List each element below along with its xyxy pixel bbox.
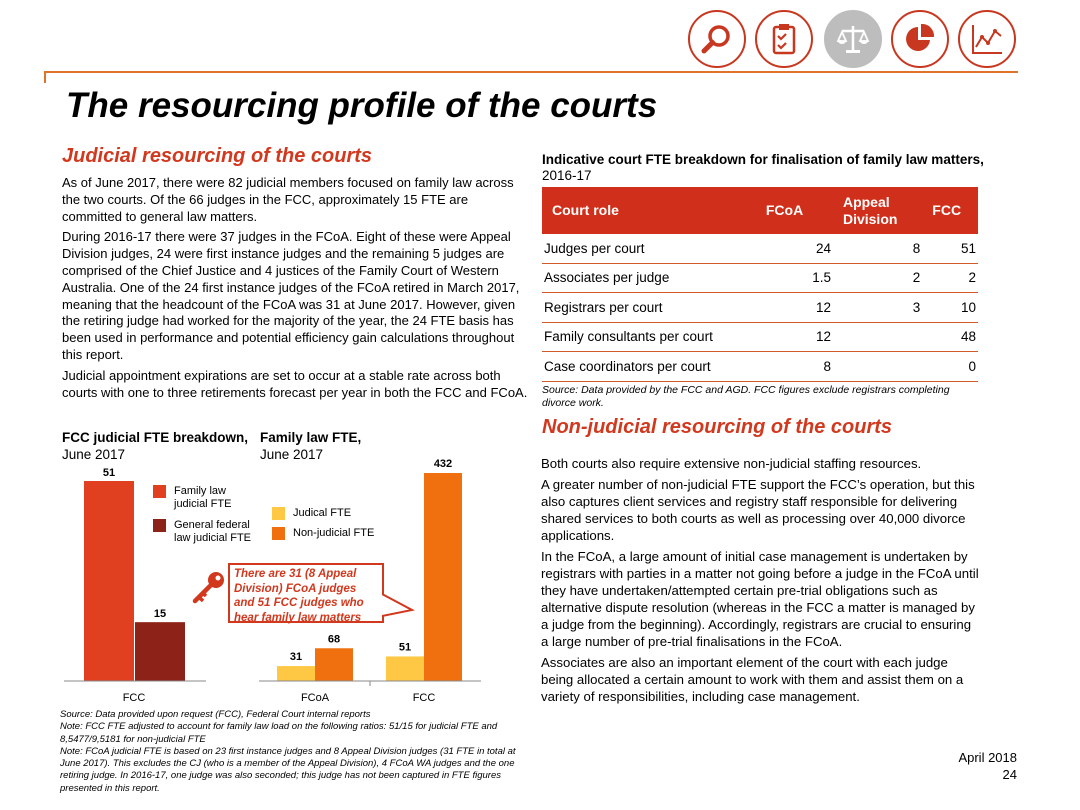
table-cell: 1.5 xyxy=(755,263,833,293)
bar xyxy=(84,481,134,681)
page-title: The resourcing profile of the courts xyxy=(66,86,658,125)
table-cell: Registrars per court xyxy=(542,292,756,323)
chart-note: Note: FCC FTE adjusted to account for fa… xyxy=(60,721,498,745)
legend-label: Non-judicial FTE xyxy=(293,527,375,539)
legend-item: Judical FTE xyxy=(272,507,351,520)
legend-item: General federal law judicial FTE xyxy=(153,519,263,545)
data-label: 51 xyxy=(103,467,115,479)
legend-swatch xyxy=(153,519,166,532)
data-label: 432 xyxy=(434,458,452,470)
data-label: 51 xyxy=(399,641,411,653)
table-cell: 8 xyxy=(832,234,923,264)
page-number: 24 xyxy=(1002,767,1017,782)
table-cell: 24 xyxy=(755,234,833,264)
table-cell: 0 xyxy=(922,351,978,382)
chart-note: Source: Data provided upon request (FCC)… xyxy=(60,709,371,720)
chart1-title-period: June 2017 xyxy=(62,447,126,462)
table-cell: 2 xyxy=(922,263,978,293)
table-cell: 8 xyxy=(755,351,833,382)
bar xyxy=(277,666,315,681)
judicial-heading: Judicial resourcing of the courts xyxy=(62,145,373,167)
search-icon xyxy=(688,10,746,68)
bar xyxy=(315,648,353,681)
nonjudicial-paragraph: Both courts also require extensive non-j… xyxy=(541,456,922,471)
table-cell: 48 xyxy=(922,322,978,352)
data-label: 15 xyxy=(154,608,166,620)
legend-label: General federal law judicial FTE xyxy=(174,519,252,544)
legend-item: Non-judicial FTE xyxy=(272,527,374,540)
callout-pointer xyxy=(382,593,415,617)
table-caption-period: 2016-17 xyxy=(542,168,592,183)
column-header: FCoA xyxy=(755,187,833,234)
data-label: 31 xyxy=(290,651,302,663)
table-cell: Family consultants per court xyxy=(542,322,756,352)
nonjudicial-paragraph: In the FCoA, a large amount of initial c… xyxy=(541,549,979,649)
tick-label: FCC xyxy=(413,692,436,704)
legend-swatch xyxy=(272,507,285,520)
data-label: 68 xyxy=(328,633,340,645)
table-row: Associates per judge 1.5 2 2 xyxy=(542,263,978,293)
judicial-body: As of June 2017, there were 82 judicial … xyxy=(62,175,528,405)
header-rule xyxy=(44,71,1018,73)
table-cell: Associates per judge xyxy=(542,263,756,293)
callout-box: There are 31 (8 Appeal Division) FCoA ju… xyxy=(228,563,384,624)
chart2-title: Family law FTE, June 2017 xyxy=(260,429,400,463)
clipboard-checklist-icon xyxy=(755,10,813,68)
header-icon-row xyxy=(688,10,1018,72)
key-icon xyxy=(192,572,224,604)
table-cell xyxy=(832,351,923,382)
table-cell: 51 xyxy=(922,234,978,264)
table-caption-bold: Indicative court FTE breakdown for final… xyxy=(542,152,984,167)
bar xyxy=(386,656,424,681)
charts-canvas: 51 15 FCC 31 68 FCoA 51 432 FCC xyxy=(64,458,481,704)
table-cell: Judges per court xyxy=(542,234,756,264)
chart-note: Note: FCoA judicial FTE is based on 23 f… xyxy=(60,745,516,794)
header-rule-tick xyxy=(44,71,46,83)
legend-label: Judical FTE xyxy=(293,507,352,519)
legend-item: Family law judicial FTE xyxy=(153,485,253,511)
legend-label: Family law judicial FTE xyxy=(174,485,232,510)
nonjudicial-paragraph: A greater number of non-judicial FTE sup… xyxy=(541,477,975,543)
scales-of-justice-icon xyxy=(824,10,882,68)
table-row: Judges per court 24 8 51 xyxy=(542,234,978,264)
legend-swatch xyxy=(272,527,285,540)
table-source: Source: Data provided by the FCC and AGD… xyxy=(542,384,950,409)
table-row: Case coordinators per court 8 0 xyxy=(542,351,978,382)
chart2-title-period: June 2017 xyxy=(260,447,324,462)
table-caption: Indicative court FTE breakdown for final… xyxy=(542,152,992,184)
table-cell: 10 xyxy=(922,292,978,323)
judicial-paragraph: Judicial appointment expirations are set… xyxy=(62,367,528,400)
column-header: Court role xyxy=(542,187,756,234)
pie-chart-icon xyxy=(891,10,949,68)
nonjudicial-paragraph: Associates are also an important element… xyxy=(541,655,964,704)
judicial-paragraph: As of June 2017, there were 82 judicial … xyxy=(62,175,514,224)
column-header: Appeal Division xyxy=(832,187,923,234)
bar xyxy=(135,622,185,681)
chart1-title-bold: FCC judicial FTE breakdown, xyxy=(62,430,249,445)
table-cell: 12 xyxy=(755,322,833,352)
table-cell: 2 xyxy=(832,263,923,293)
chart1-title: FCC judicial FTE breakdown, June 2017 xyxy=(62,429,252,463)
tick-label: FCC xyxy=(123,692,146,704)
court-fte-table: Court role FCoA Appeal Division FCC Judg… xyxy=(542,187,978,382)
footer: April 2018 24 xyxy=(958,749,1017,783)
table-cell: Case coordinators per court xyxy=(542,351,756,382)
line-chart-icon xyxy=(958,10,1016,68)
nonjudicial-heading: Non-judicial resourcing of the courts xyxy=(542,416,893,438)
nonjudicial-body: Both courts also require extensive non-j… xyxy=(541,455,981,709)
bar xyxy=(424,473,462,681)
chart2-title-bold: Family law FTE, xyxy=(260,430,362,445)
table-cell: 12 xyxy=(755,292,833,323)
table-cell: 3 xyxy=(832,292,923,323)
table-row: Family consultants per court 12 48 xyxy=(542,322,978,352)
chart-notes: Source: Data provided upon request (FCC)… xyxy=(60,709,522,795)
column-header: FCC xyxy=(922,187,978,234)
legend-swatch xyxy=(153,485,166,498)
judicial-paragraph: During 2016-17 there were 37 judges in t… xyxy=(62,229,520,362)
table-row: Registrars per court 12 3 10 xyxy=(542,292,978,323)
table-cell xyxy=(832,322,923,352)
tick-label: FCoA xyxy=(301,692,330,704)
table-header-row: Court role FCoA Appeal Division FCC xyxy=(542,187,978,234)
footer-date: April 2018 xyxy=(958,750,1017,765)
